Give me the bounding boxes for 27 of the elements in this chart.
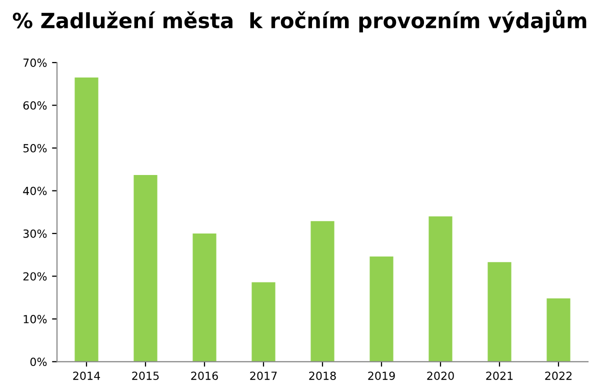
y-tick-label: 10% <box>24 314 47 324</box>
y-tick-label: 60% <box>23 101 47 110</box>
y-tick-label: 40% <box>23 186 47 196</box>
bar <box>192 233 216 362</box>
x-tick-label: 2020 <box>427 372 454 380</box>
bar <box>370 256 394 362</box>
chart-title: % Zadlužení města k ročním provozním výdajům <box>12 10 586 33</box>
y-tick-label: 20% <box>23 272 47 281</box>
x-tick-label: 2016 <box>191 372 218 380</box>
bar <box>134 174 158 362</box>
x-tick-label: 2021 <box>486 372 513 380</box>
y-tick-label: 30% <box>23 229 47 238</box>
bar <box>428 216 452 362</box>
y-tick-label: 50% <box>23 144 47 152</box>
y-tick-label: 70% <box>23 58 47 67</box>
x-tick-label: 2019 <box>368 372 395 380</box>
x-tick-label: 2015 <box>132 372 159 380</box>
y-tick-label: 0% <box>30 358 47 366</box>
x-tick-label: 2017 <box>250 372 277 380</box>
x-tick-label: 2018 <box>309 372 336 380</box>
x-tick-label: 2014 <box>73 372 100 380</box>
bar <box>546 298 570 362</box>
bar <box>252 282 276 362</box>
x-tick-label: 2022 <box>545 372 572 380</box>
bar <box>488 262 512 362</box>
bar <box>310 221 334 362</box>
bar <box>74 78 98 362</box>
